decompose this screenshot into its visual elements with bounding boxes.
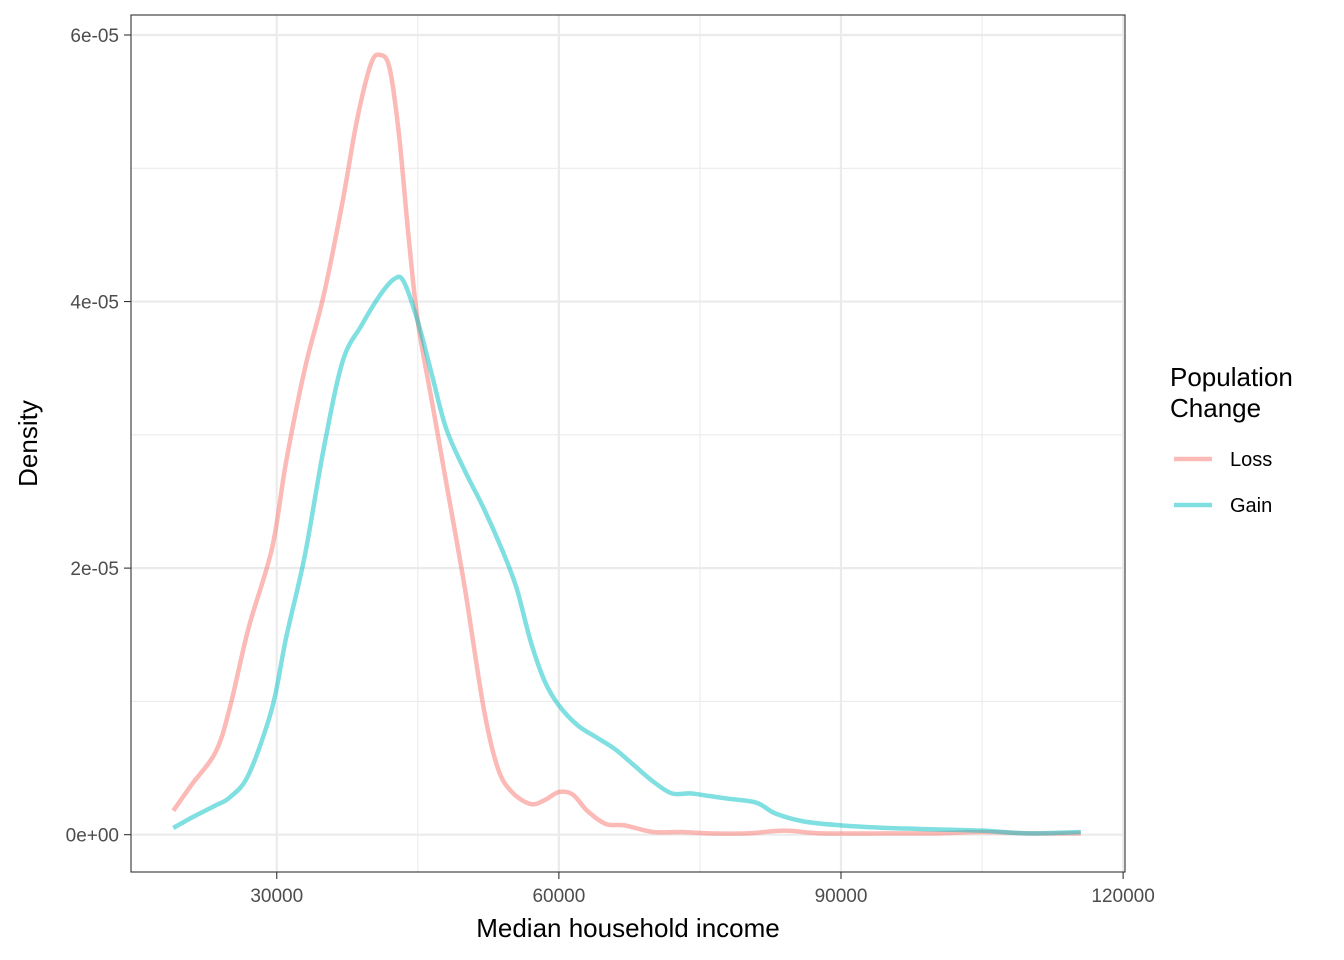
axis-ticks (124, 34, 1124, 879)
y-tick-label: 6e-05 (70, 26, 119, 47)
y-tick-label: 4e-05 (70, 293, 119, 314)
panel-border (130, 14, 1126, 873)
y-tick-label: 2e-05 (70, 559, 119, 580)
x-axis-title: Median household income (476, 913, 780, 943)
series-line-gain (172, 274, 1081, 836)
major-gridlines (131, 15, 1125, 872)
x-tick-label: 60000 (532, 886, 585, 907)
minor-gridlines (131, 15, 1125, 872)
x-tick-label: 120000 (1091, 886, 1154, 907)
legend: Population Change Loss Gain (1170, 362, 1293, 517)
legend-title: Population Change (1170, 362, 1293, 423)
tick-labels: 30000 60000 90000 120000 0e+00 2e-05 4e-05 6e-0… (66, 26, 1155, 907)
legend-label-loss: Loss (1230, 449, 1272, 471)
x-tick-label: 30000 (250, 886, 303, 907)
series-lines (171, 52, 1081, 836)
series-line-loss (171, 52, 1081, 836)
y-tick-label: 0e+00 (66, 826, 119, 847)
legend-label-gain: Gain (1230, 495, 1272, 517)
y-axis-title: Density (13, 400, 43, 487)
x-tick-label: 90000 (815, 886, 868, 907)
